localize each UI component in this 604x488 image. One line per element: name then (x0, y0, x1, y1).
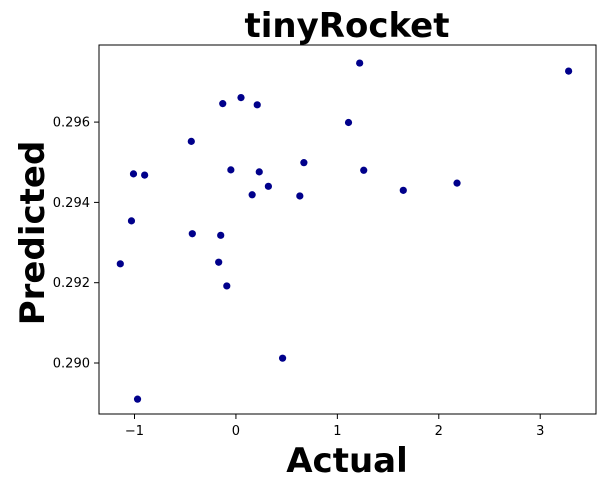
scatter-point (188, 230, 196, 238)
scatter-point (217, 231, 225, 239)
x-tick-label: 1 (333, 424, 341, 439)
scatter-point (127, 217, 136, 225)
scatter-point (133, 395, 142, 403)
x-tick-label: 3 (536, 424, 544, 439)
x-tick-label: 2 (435, 424, 443, 439)
scatter-point (296, 192, 304, 200)
x-axis-label: Actual (286, 441, 408, 481)
scatter-point (360, 166, 368, 174)
scatter-point (278, 354, 287, 362)
y-tick-label: 0.292 (53, 276, 90, 291)
scatter-point (116, 260, 124, 268)
y-tick-label: 0.296 (53, 116, 90, 131)
chart-title: tinyRocket (245, 6, 450, 46)
scatter-point (300, 159, 308, 167)
x-tick-label: 0 (232, 424, 240, 439)
scatter-point (187, 137, 195, 145)
scatter-point (141, 171, 149, 179)
scatter-point (356, 59, 364, 67)
y-tick-label: 0.294 (53, 196, 90, 211)
scatter-point (215, 258, 223, 266)
scatter-point (129, 170, 138, 178)
y-tick-label: 0.290 (53, 357, 90, 372)
scatter-point (219, 100, 227, 108)
plot-area (98, 44, 597, 415)
x-tick-label: −1 (125, 424, 144, 439)
y-axis-label: Predicted (13, 141, 53, 326)
scatter-point (565, 67, 573, 75)
x-axis: −1 0 1 2 3 (125, 414, 544, 439)
scatter-point (253, 101, 261, 109)
scatter-point (264, 182, 272, 190)
scatter-point (227, 166, 235, 174)
scatter-point (453, 179, 461, 187)
scatter-point (248, 191, 256, 199)
scatter-point (237, 93, 245, 102)
scatter-point (399, 186, 407, 194)
data-points (116, 59, 573, 403)
scatter-point (255, 168, 263, 176)
scatter-point (223, 282, 231, 290)
y-axis: 0.290 0.292 0.294 0.296 (53, 116, 99, 372)
scatter-point (344, 118, 353, 127)
